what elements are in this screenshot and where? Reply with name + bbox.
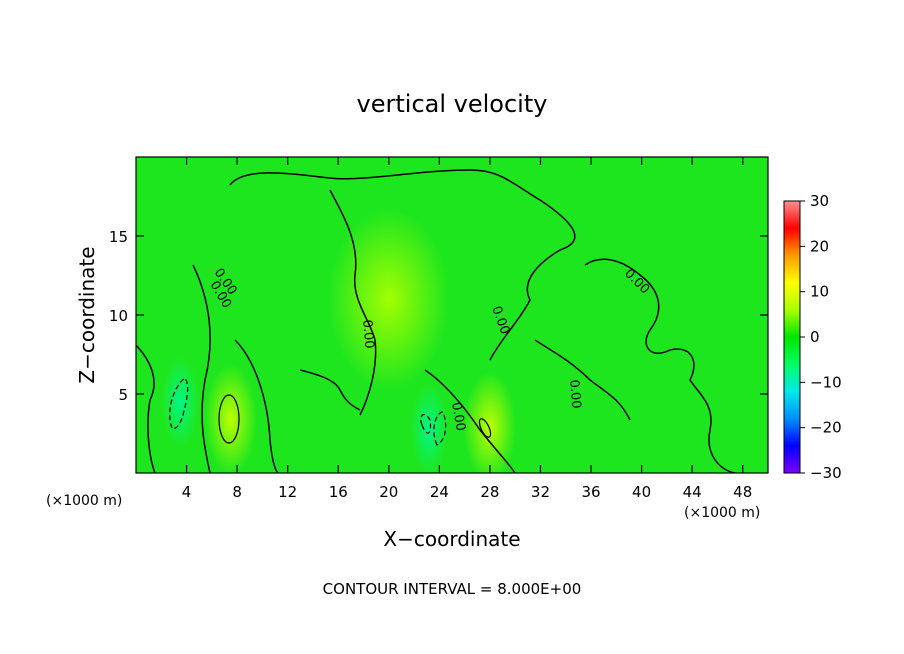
y-tick-label: 10 [109,307,128,325]
contour-zero-mid2 [299,369,361,411]
chart-title: vertical velocity [357,90,548,118]
colorbar-ticks: 30 20 10 0 −10 −20 −30 [800,192,842,482]
contour-label: 0.00 [448,401,468,432]
x-tick-label: 4 [182,483,192,501]
x-unit-right: (×1000 m) [684,505,760,521]
colorbar-tick-label: 0 [810,328,820,346]
contour-zero-center [424,369,516,473]
y-tick-label: 5 [118,386,128,404]
contour-updraft-1 [218,394,240,444]
contour-interval-note: CONTOUR INTERVAL = 8.000E+00 [323,580,582,598]
velocity-field [162,209,516,473]
x-tick-label: 24 [430,483,449,501]
colorbar-tick-label: 30 [810,192,829,210]
x-tick-label: 32 [531,483,550,501]
x-tick-label: 48 [733,483,752,501]
colorbar-tick-label: 20 [810,237,829,255]
colorbar-tick-label: −20 [810,419,842,437]
colorbar: 30 20 10 0 −10 −20 −30 [783,192,842,482]
x-tick-label: 16 [329,483,348,501]
x-tick-label: 40 [632,483,651,501]
x-tick-label: 28 [480,483,499,501]
x-unit-left: (×1000 m) [46,493,122,509]
downdraft-region [411,383,448,473]
x-tick-label: 44 [683,483,702,501]
colorbar-tick-label: −30 [810,464,842,482]
colorbar-tick-label: −10 [810,373,842,391]
contour-zero-mid [329,189,377,416]
x-tick-label: 8 [232,483,242,501]
contour-lines [136,169,736,473]
contour-label: 0.00 [566,379,583,409]
colorbar-ramp [784,201,800,473]
updraft-region [204,364,257,473]
downdraft-region [162,356,199,447]
y-axis-ticks: 5 10 15 [109,228,768,404]
x-axis-label: X−coordinate [383,527,520,551]
contour-zero-right [584,258,736,473]
contour-label: 0.00 [359,319,376,349]
contour-downdraft-2 [420,413,432,434]
x-tick-label: 36 [581,483,600,501]
colorbar-tick-label: 10 [810,283,829,301]
y-tick-label: 15 [109,228,128,246]
x-tick-label: 12 [278,483,297,501]
contour-updraft-2 [478,418,492,438]
x-axis-ticks: 4 8 12 16 20 24 28 32 36 40 44 48 [182,157,752,501]
contour-zero-left2 [234,339,279,473]
y-axis-label: Z−coordinate [75,246,99,383]
plot-area: 0.000.00 0.000.000.000.000.00 [135,156,769,474]
updraft-region [328,209,449,390]
contour-zero-edge-left [136,344,156,473]
contour-zero-right2 [534,339,631,421]
contour-zero-left [192,264,211,473]
x-tick-label: 20 [379,483,398,501]
contour-zero-top [229,169,576,361]
updraft-region [463,372,516,473]
contour-downdraft-1 [169,377,189,430]
